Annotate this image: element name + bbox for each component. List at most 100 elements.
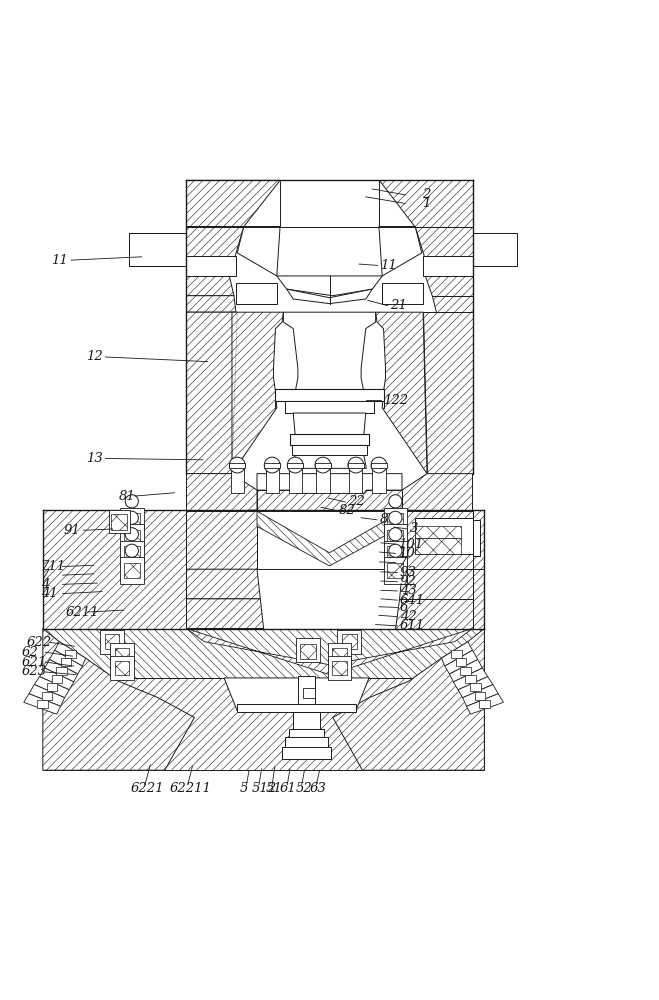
Bar bbox=[285, 737, 328, 748]
Text: 21: 21 bbox=[390, 299, 407, 312]
Polygon shape bbox=[379, 180, 473, 227]
Bar bbox=[303, 688, 315, 698]
Bar bbox=[300, 644, 316, 659]
Bar bbox=[372, 468, 386, 493]
Text: 711: 711 bbox=[41, 560, 66, 573]
Bar bbox=[332, 648, 347, 662]
Bar bbox=[384, 524, 407, 551]
Bar bbox=[371, 463, 387, 468]
Bar bbox=[124, 513, 140, 529]
Polygon shape bbox=[257, 474, 402, 493]
Text: 42: 42 bbox=[400, 610, 416, 623]
Bar bbox=[465, 675, 476, 683]
Bar bbox=[415, 518, 473, 554]
Bar bbox=[342, 634, 357, 649]
Bar bbox=[110, 643, 134, 667]
Polygon shape bbox=[467, 694, 503, 714]
Bar bbox=[296, 638, 320, 662]
Polygon shape bbox=[43, 678, 484, 770]
Text: 4: 4 bbox=[41, 578, 49, 591]
Text: 22: 22 bbox=[348, 495, 364, 508]
Bar bbox=[328, 656, 351, 680]
Text: 512: 512 bbox=[252, 782, 277, 795]
Circle shape bbox=[287, 457, 303, 473]
Text: 11: 11 bbox=[380, 259, 397, 272]
Text: 6: 6 bbox=[400, 601, 409, 614]
Bar bbox=[124, 563, 140, 578]
Bar bbox=[237, 704, 356, 712]
Bar bbox=[461, 667, 471, 675]
Bar bbox=[332, 661, 347, 675]
Bar bbox=[348, 463, 364, 468]
Polygon shape bbox=[449, 659, 482, 682]
Bar bbox=[229, 463, 245, 468]
Text: 43: 43 bbox=[400, 584, 416, 597]
Bar bbox=[337, 630, 361, 654]
Bar bbox=[51, 675, 62, 683]
Bar bbox=[349, 468, 362, 493]
Bar bbox=[105, 634, 119, 649]
Bar bbox=[266, 468, 279, 493]
Bar bbox=[124, 546, 140, 562]
Bar bbox=[61, 658, 71, 666]
Polygon shape bbox=[442, 642, 473, 666]
Bar bbox=[42, 692, 53, 700]
Polygon shape bbox=[423, 312, 473, 474]
Circle shape bbox=[229, 457, 245, 473]
Text: 10: 10 bbox=[398, 547, 415, 560]
Polygon shape bbox=[186, 599, 264, 629]
Bar bbox=[415, 526, 461, 538]
Bar bbox=[120, 541, 144, 567]
Bar bbox=[120, 524, 144, 551]
Polygon shape bbox=[280, 180, 379, 227]
Text: 3: 3 bbox=[410, 522, 418, 535]
Bar bbox=[275, 389, 384, 401]
Bar bbox=[316, 468, 330, 493]
Polygon shape bbox=[453, 668, 488, 690]
Bar bbox=[384, 541, 407, 567]
Text: 5: 5 bbox=[240, 782, 248, 795]
Bar bbox=[111, 514, 127, 530]
Polygon shape bbox=[186, 312, 236, 474]
Text: 11: 11 bbox=[51, 254, 68, 267]
Polygon shape bbox=[232, 312, 283, 474]
Circle shape bbox=[389, 511, 402, 524]
Bar bbox=[473, 520, 480, 556]
Text: 622: 622 bbox=[26, 636, 51, 649]
Circle shape bbox=[125, 544, 138, 557]
Polygon shape bbox=[473, 510, 484, 629]
Polygon shape bbox=[43, 629, 484, 678]
Bar bbox=[384, 508, 407, 534]
Bar bbox=[415, 538, 461, 554]
Bar bbox=[387, 546, 403, 562]
Polygon shape bbox=[402, 474, 473, 511]
Bar bbox=[124, 530, 140, 545]
Circle shape bbox=[125, 511, 138, 524]
Polygon shape bbox=[29, 685, 65, 706]
Bar bbox=[290, 434, 369, 445]
Polygon shape bbox=[40, 668, 74, 690]
Text: 7: 7 bbox=[398, 556, 407, 569]
Bar bbox=[289, 729, 324, 739]
Circle shape bbox=[371, 457, 387, 473]
Polygon shape bbox=[395, 599, 473, 629]
Text: 61: 61 bbox=[280, 782, 297, 795]
Bar bbox=[282, 747, 331, 759]
Circle shape bbox=[125, 495, 138, 508]
Polygon shape bbox=[186, 227, 244, 276]
Bar bbox=[285, 401, 374, 413]
Polygon shape bbox=[186, 276, 234, 296]
Bar bbox=[231, 468, 244, 493]
Text: 52: 52 bbox=[295, 782, 312, 795]
Circle shape bbox=[389, 528, 402, 541]
Polygon shape bbox=[277, 276, 382, 296]
Circle shape bbox=[315, 457, 331, 473]
Circle shape bbox=[264, 457, 280, 473]
Polygon shape bbox=[379, 227, 422, 276]
Text: 92: 92 bbox=[400, 575, 416, 588]
Polygon shape bbox=[55, 642, 86, 666]
Polygon shape bbox=[425, 276, 473, 296]
Text: 1: 1 bbox=[422, 197, 430, 210]
Bar bbox=[264, 463, 280, 468]
Polygon shape bbox=[257, 511, 402, 569]
